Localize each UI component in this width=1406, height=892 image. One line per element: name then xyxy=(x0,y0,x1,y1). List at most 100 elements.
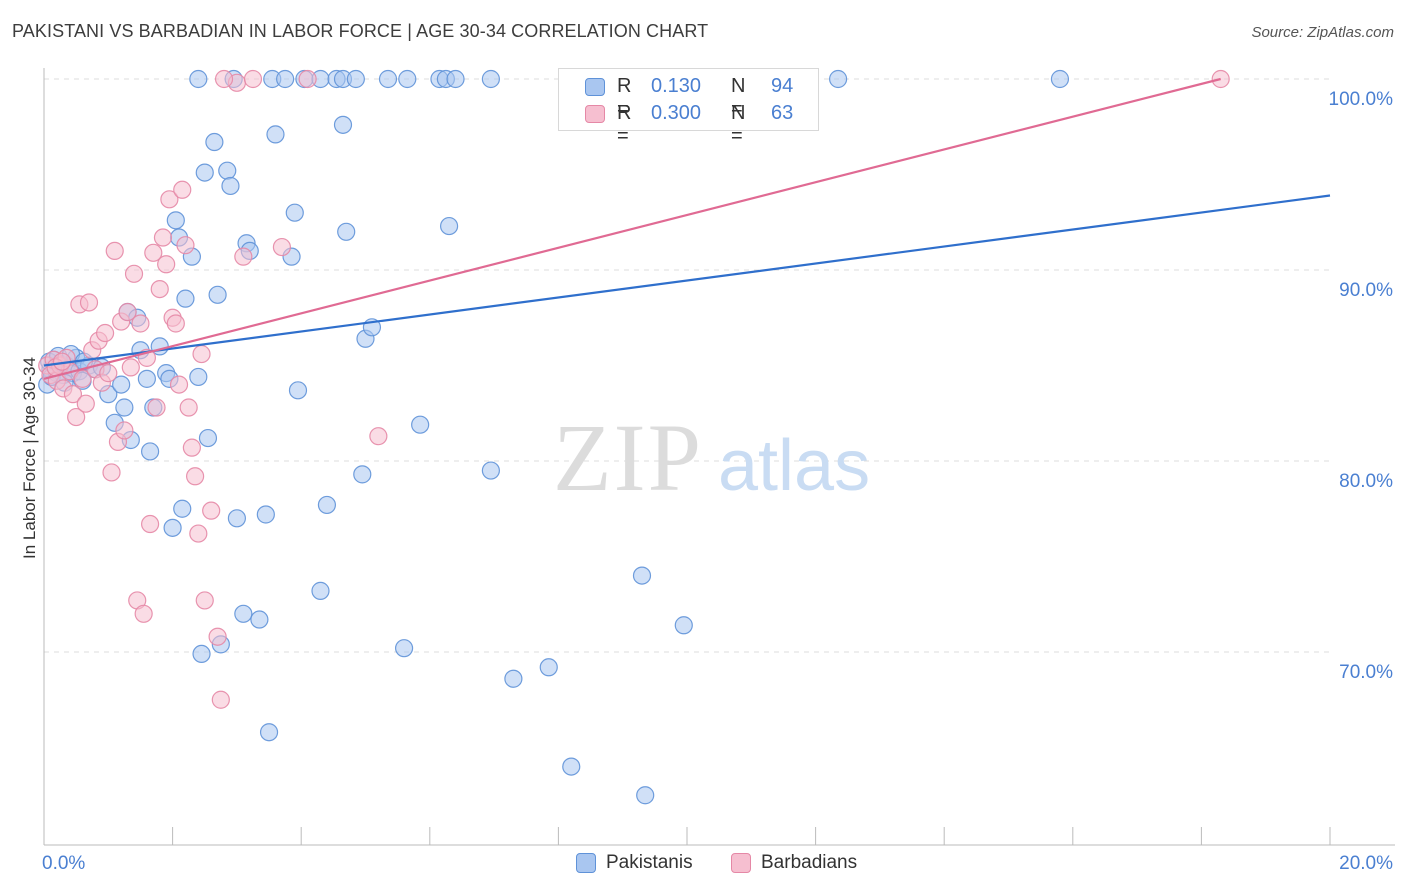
y-tick-label: 70.0% xyxy=(1339,662,1393,683)
legend-n-value: 63 xyxy=(771,102,794,124)
legend-n-value: 94 xyxy=(771,75,794,97)
pakistani-point xyxy=(674,616,693,635)
barbadian-point xyxy=(150,280,169,299)
barbadian-point xyxy=(153,228,173,247)
barbadian-point xyxy=(95,323,115,343)
barbadian-point xyxy=(134,604,153,623)
axis-labels: 70.0% 80.0% 90.0% 100.0% 0.0% 20.0% In Labor F… xyxy=(20,89,1393,874)
barbadian-point xyxy=(176,236,195,255)
pakistani-point xyxy=(481,69,500,89)
pakistani-point xyxy=(266,125,285,144)
pakistani-point xyxy=(256,505,275,524)
pakistani-point xyxy=(112,375,131,394)
trend-lines xyxy=(43,77,1331,380)
watermark: ZIP atlas xyxy=(553,404,870,511)
x-tick-label-min: 0.0% xyxy=(42,853,85,874)
pakistani-point xyxy=(378,69,398,89)
watermark-atlas: atlas xyxy=(718,426,870,506)
barbadian-point xyxy=(157,255,176,274)
barbadian-point xyxy=(369,427,388,446)
source-label: Source: ZipAtlas.com xyxy=(1251,24,1394,41)
pakistani-point xyxy=(632,566,652,585)
legend-swatch-pakistanis xyxy=(585,78,605,96)
axes xyxy=(43,68,1395,846)
barbadian-point xyxy=(195,591,214,610)
barbadian-point xyxy=(173,180,192,199)
pakistani-point xyxy=(173,499,192,518)
barbadian-point xyxy=(211,690,230,709)
pakistani-point xyxy=(439,216,459,236)
pakistani-point xyxy=(353,465,372,484)
barbadian-point xyxy=(147,398,166,417)
pakistani-point xyxy=(189,367,208,387)
pakistani-point xyxy=(250,610,269,629)
series-label-pakistanis: Pakistanis xyxy=(606,852,693,873)
pakistani-point xyxy=(189,69,208,89)
barbadian-point xyxy=(243,69,263,89)
pakistani-point xyxy=(504,669,523,688)
pakistani-point xyxy=(259,723,279,742)
barbadian-point xyxy=(73,369,92,388)
barbadian-point xyxy=(79,293,99,312)
series-swatch-barbadians xyxy=(731,853,751,873)
pakistani-point xyxy=(636,786,655,805)
barbadian-point xyxy=(76,394,95,413)
y-tick-label: 100.0% xyxy=(1329,89,1394,110)
barbadian-point xyxy=(179,398,198,417)
series-label-barbadians: Barbadians xyxy=(761,852,858,873)
barbadian-point xyxy=(121,358,140,377)
pakistani-point xyxy=(221,176,240,196)
pakistani-point xyxy=(198,428,218,448)
pakistani-point xyxy=(176,289,195,308)
x-tick-label-max: 20.0% xyxy=(1339,853,1393,874)
watermark-zip: ZIP xyxy=(553,404,703,511)
barbadian-point xyxy=(189,524,208,543)
barbadian-point xyxy=(208,627,227,646)
pakistani-point xyxy=(137,369,156,388)
barbadian-point xyxy=(124,264,144,283)
barbadian-point xyxy=(186,467,205,486)
barbadian-point xyxy=(102,463,121,482)
barbadian-point xyxy=(166,314,185,333)
pakistani-point xyxy=(829,69,848,89)
pakistani-point xyxy=(446,69,465,89)
pakistani-point xyxy=(163,518,182,537)
pakistani-trend-line xyxy=(43,194,1331,367)
pakistani-point xyxy=(288,381,308,400)
legend-r-value: 0.300 xyxy=(651,102,702,124)
pakistani-point xyxy=(218,161,237,180)
barbadian-point xyxy=(160,190,179,209)
barbadian-trend-line xyxy=(43,77,1221,380)
pakistani-point xyxy=(140,442,160,461)
barbadian-point xyxy=(118,302,137,322)
pakistani-point xyxy=(285,203,304,222)
barbadian-point xyxy=(298,69,317,89)
pakistani-point xyxy=(411,415,430,434)
pakistani-point xyxy=(346,69,365,89)
pakistani-point xyxy=(115,398,134,417)
pakistani-point xyxy=(1050,69,1070,89)
pakistani-point xyxy=(394,639,414,658)
legend-n-label: N = xyxy=(731,102,746,147)
chart-title: PAKISTANI VS BARBADIAN IN LABOR FORCE | … xyxy=(12,21,709,41)
pakistani-point xyxy=(192,644,211,664)
legend-r-label: R = xyxy=(617,102,632,147)
pakistani-point xyxy=(311,581,330,600)
pakistani-point xyxy=(317,495,337,515)
series-swatch-pakistanis xyxy=(576,853,596,873)
legend-r-value: 0.130 xyxy=(651,75,702,97)
gridlines xyxy=(44,78,1330,653)
pakistani-point xyxy=(166,211,185,230)
pakistani-point xyxy=(333,115,353,134)
y-tick-label: 80.0% xyxy=(1339,471,1393,492)
barbadian-point xyxy=(144,243,163,262)
pakistani-point xyxy=(234,604,253,623)
pakistani-point xyxy=(539,658,558,677)
barbadian-point xyxy=(99,364,118,383)
pakistani-point xyxy=(208,285,227,304)
pakistani-point xyxy=(205,132,224,152)
y-axis-title: In Labor Force | Age 30-34 xyxy=(20,357,39,559)
barbadian-point xyxy=(67,407,86,427)
barbadian-points xyxy=(38,69,1230,709)
